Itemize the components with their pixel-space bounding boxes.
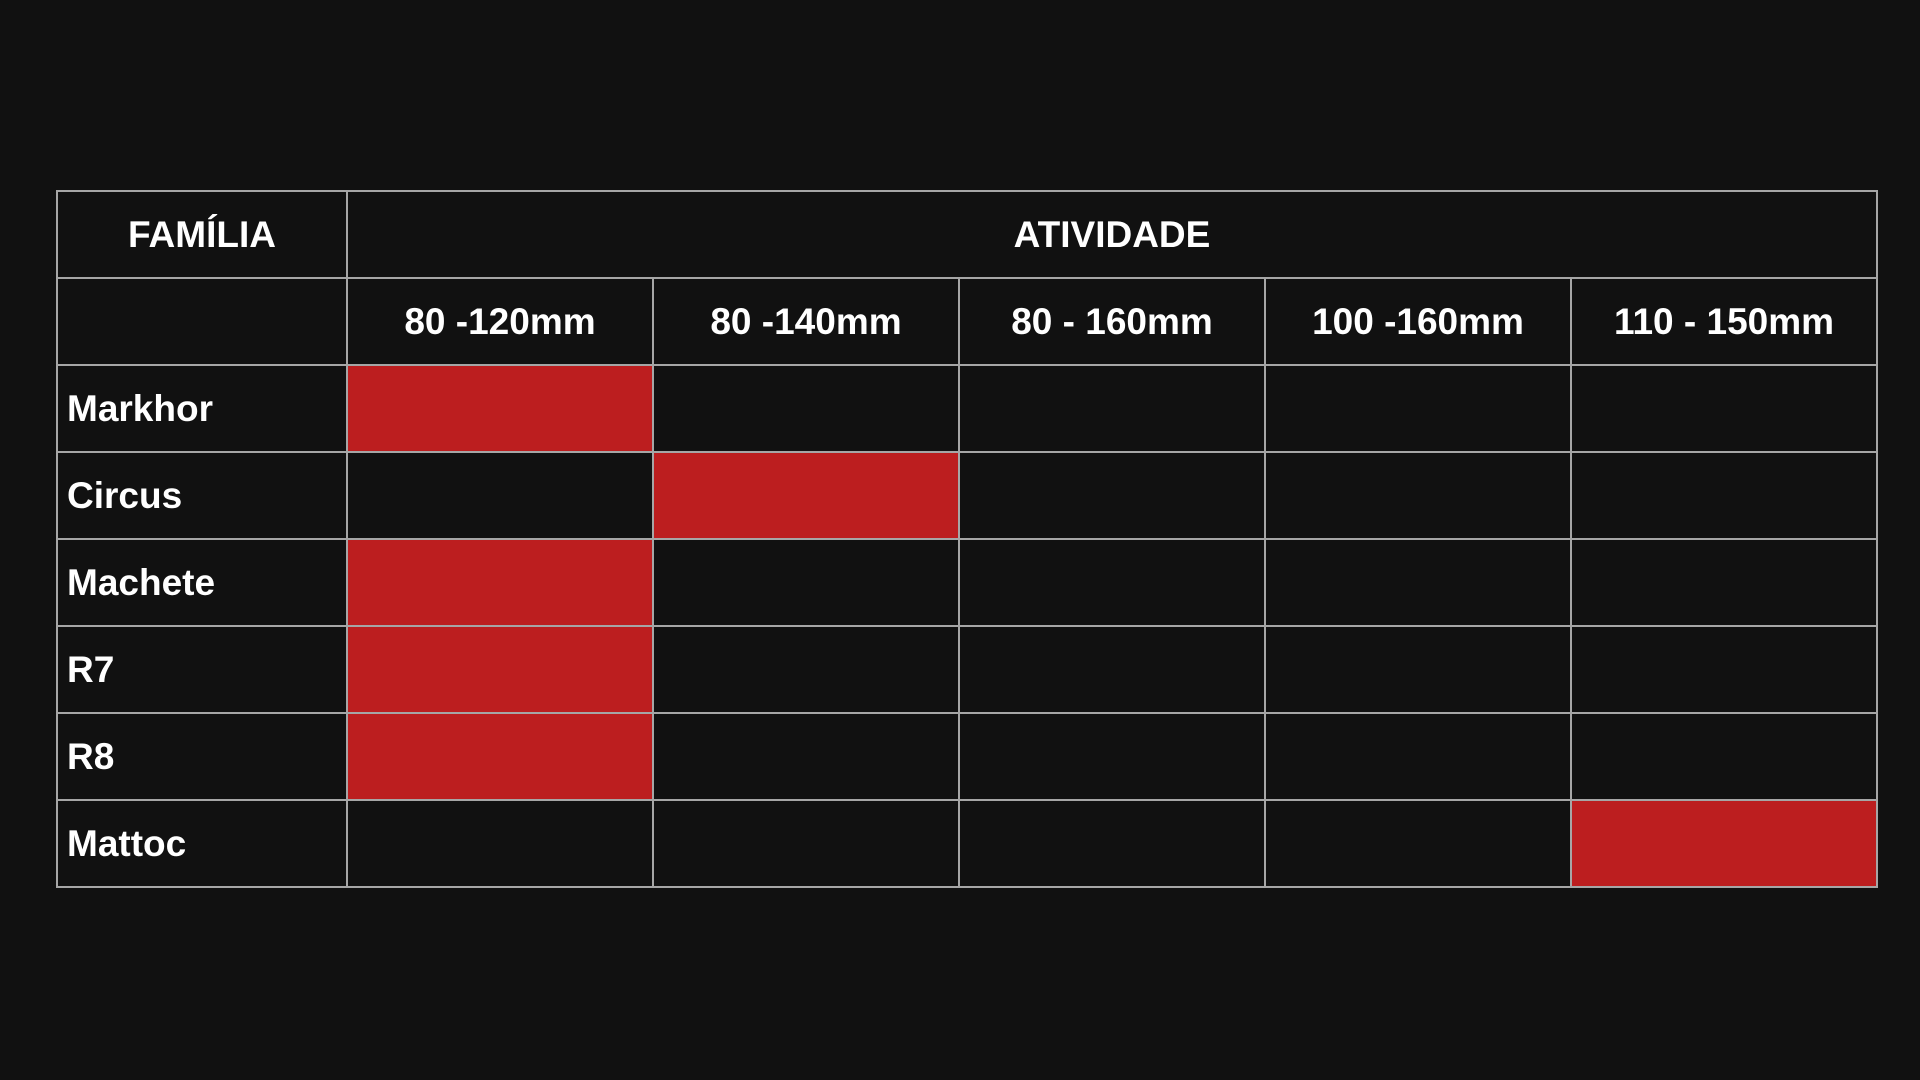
activity-cell-marked bbox=[346, 712, 654, 801]
family-name: Machete bbox=[56, 538, 348, 627]
family-activity-table: FAMÍLIA ATIVIDADE 80 -120mm 80 -140mm 80… bbox=[56, 190, 1878, 888]
activity-cell bbox=[958, 451, 1266, 540]
activity-cell bbox=[346, 799, 654, 888]
activity-cell bbox=[1264, 364, 1572, 453]
range-header: 80 -120mm bbox=[346, 277, 654, 366]
activity-cell-marked bbox=[346, 364, 654, 453]
activity-cell bbox=[1570, 538, 1878, 627]
activity-cell bbox=[652, 712, 960, 801]
activity-cell bbox=[1264, 538, 1572, 627]
activity-cell bbox=[1264, 712, 1572, 801]
activity-cell bbox=[1570, 625, 1878, 714]
activity-cell bbox=[652, 799, 960, 888]
activity-cell bbox=[652, 625, 960, 714]
family-name: Mattoc bbox=[56, 799, 348, 888]
table-row: R7 bbox=[56, 625, 1878, 714]
range-header-row: 80 -120mm 80 -140mm 80 - 160mm 100 -160m… bbox=[56, 277, 1878, 366]
range-header: 100 -160mm bbox=[1264, 277, 1572, 366]
family-name: R8 bbox=[56, 712, 348, 801]
activity-cell bbox=[958, 712, 1266, 801]
activity-cell bbox=[652, 538, 960, 627]
activity-cell bbox=[958, 538, 1266, 627]
range-header: 80 -140mm bbox=[652, 277, 960, 366]
header-row: FAMÍLIA ATIVIDADE bbox=[56, 190, 1878, 279]
range-header: 80 - 160mm bbox=[958, 277, 1266, 366]
activity-cell-marked bbox=[652, 451, 960, 540]
activity-cell bbox=[1570, 712, 1878, 801]
range-header: 110 - 150mm bbox=[1570, 277, 1878, 366]
activity-cell bbox=[958, 364, 1266, 453]
table-row: Markhor bbox=[56, 364, 1878, 453]
family-name: Circus bbox=[56, 451, 348, 540]
activity-cell bbox=[1570, 364, 1878, 453]
family-name: R7 bbox=[56, 625, 348, 714]
activity-cell bbox=[1570, 451, 1878, 540]
family-header: FAMÍLIA bbox=[56, 190, 348, 279]
activity-cell bbox=[958, 799, 1266, 888]
activity-cell-marked bbox=[1570, 799, 1878, 888]
table-row: Circus bbox=[56, 451, 1878, 540]
activity-cell bbox=[346, 451, 654, 540]
activity-cell bbox=[1264, 451, 1572, 540]
activity-cell-marked bbox=[346, 538, 654, 627]
activity-cell bbox=[1264, 625, 1572, 714]
activity-cell-marked bbox=[346, 625, 654, 714]
empty-header-cell bbox=[56, 277, 348, 366]
activity-cell bbox=[1264, 799, 1572, 888]
activity-cell bbox=[652, 364, 960, 453]
table-row: R8 bbox=[56, 712, 1878, 801]
activity-cell bbox=[958, 625, 1266, 714]
table-row: Mattoc bbox=[56, 799, 1878, 888]
activity-header: ATIVIDADE bbox=[346, 190, 1878, 279]
table-row: Machete bbox=[56, 538, 1878, 627]
family-name: Markhor bbox=[56, 364, 348, 453]
